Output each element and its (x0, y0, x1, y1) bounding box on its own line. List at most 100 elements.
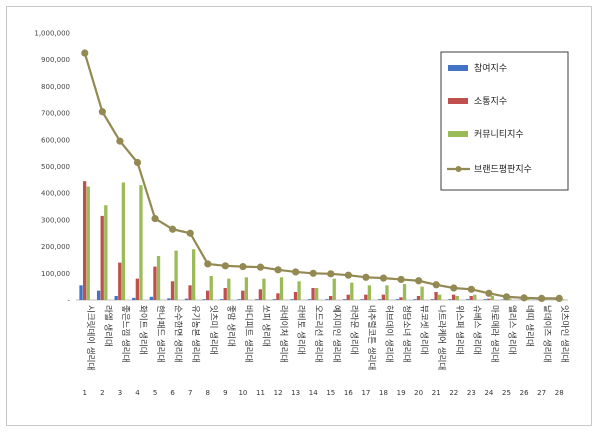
legend-box (440, 51, 569, 191)
bar-참여지수-3 (114, 295, 118, 300)
rank-label: 11 (256, 389, 265, 397)
y-tick-label: 600,000 (41, 136, 70, 144)
bar-소통지수-22 (451, 294, 456, 300)
series-line-brand-reputation (83, 52, 560, 300)
category-label: 화이트 생리대 (138, 305, 149, 355)
bar-커뮤니티지수-17 (367, 285, 372, 300)
category-label: 나트라케어 생리대 (436, 305, 447, 370)
category-label: 오드리선 생리대 (313, 305, 324, 362)
bar-참여지수-1 (79, 285, 83, 300)
bar-참여지수-10 (237, 299, 241, 300)
bar-소통지수-4 (135, 278, 139, 300)
rank-label: 28 (555, 389, 564, 397)
line-point-26 (520, 294, 528, 302)
bar-커뮤니티지수-26 (525, 298, 530, 300)
bar-참여지수-19 (395, 299, 399, 300)
rank-label: 12 (274, 389, 283, 397)
bar-참여지수-9 (219, 299, 224, 300)
bar-소통지수-2 (100, 215, 104, 300)
line-point-8 (204, 260, 212, 268)
line-point-17 (362, 273, 370, 281)
bar-참여지수-16 (342, 299, 347, 300)
bar-참여지수-24 (483, 299, 487, 300)
category-label: 유기농본 생리대 (190, 305, 201, 362)
rank-label: 7 (188, 389, 192, 397)
legend-label: 참여지수 (474, 62, 507, 74)
bar-커뮤니티지수-4 (139, 185, 143, 300)
bar-소통지수-5 (153, 266, 157, 300)
bar-커뮤니티지수-6 (174, 250, 178, 300)
bar-소통지수-10 (241, 290, 245, 300)
rank-label: 18 (379, 389, 388, 397)
bar-커뮤니티지수-28 (561, 299, 565, 300)
category-label: 내추럴코튼 생리대 (366, 305, 377, 370)
line-point-24 (485, 289, 493, 297)
bar-커뮤니티지수-11 (262, 278, 266, 300)
category-label: 위스퍼 생리대 (454, 305, 465, 355)
line-point-5 (151, 214, 159, 223)
bar-커뮤니티지수-3 (121, 182, 126, 300)
bar-커뮤니티지수-10 (244, 277, 249, 300)
bar-참여지수-15 (325, 299, 329, 300)
bar-참여지수-18 (378, 299, 382, 300)
bar-커뮤니티지수-13 (297, 281, 301, 300)
rank-label: 10 (238, 389, 247, 397)
bar-커뮤니티지수-20 (420, 286, 424, 300)
bar-참여지수-14 (307, 299, 312, 300)
rank-label: 2 (100, 389, 104, 397)
rank-label: 16 (344, 389, 353, 397)
y-tick-label: 900,000 (41, 56, 70, 64)
rank-label: 23 (467, 389, 476, 397)
y-tick-label: 300,000 (41, 216, 70, 224)
bar-커뮤니티지수-23 (473, 294, 477, 300)
category-label: 청담소녀 생리대 (401, 305, 412, 362)
bar-소통지수-20 (416, 295, 421, 300)
category-label: 좋은느낌 생리대 (120, 305, 131, 362)
category-label: 라비토 생리대 (296, 305, 307, 355)
y-tick-label: 800,000 (41, 83, 70, 91)
bar-소통지수-24 (487, 298, 491, 300)
line-point-14 (309, 269, 317, 277)
rank-label: 14 (309, 389, 318, 397)
line-point-20 (415, 277, 423, 285)
bar-소통지수-1 (82, 181, 87, 300)
legend-marker (455, 166, 462, 172)
legend-label: 브랜드평판지수 (474, 164, 532, 175)
category-label: 시크릿데이 생리대 (85, 305, 96, 370)
bar-커뮤니티지수-15 (332, 278, 336, 300)
rank-label: 24 (484, 389, 493, 397)
category-label: 좋맘 생리대 (225, 305, 236, 347)
category-label: 잇츠마인 생리대 (559, 305, 570, 362)
line-point-16 (344, 271, 352, 279)
line-point-23 (467, 285, 475, 293)
line-point-7 (186, 229, 194, 237)
rank-label: 15 (326, 389, 335, 397)
category-label: 허브데이 생리대 (384, 305, 395, 362)
rank-label: 4 (135, 389, 140, 397)
line-point-12 (274, 266, 282, 274)
bar-참여지수-23 (465, 299, 470, 300)
rank-label: 26 (520, 389, 529, 397)
line-point-9 (221, 262, 229, 270)
bar-소통지수-6 (170, 281, 175, 300)
bar-커뮤니티지수-14 (315, 287, 319, 300)
bar-커뮤니티지수-7 (192, 249, 196, 300)
line-point-21 (432, 281, 440, 289)
bar-소통지수-9 (223, 287, 227, 300)
line-point-3 (116, 137, 124, 145)
bar-소통지수-16 (346, 294, 350, 300)
bar-커뮤니티지수-9 (227, 278, 231, 300)
category-label: 슈베스 생리대 (471, 305, 482, 355)
rank-label: 13 (291, 389, 300, 397)
line-point-22 (450, 284, 458, 292)
rank-label: 3 (118, 389, 122, 397)
y-tick-label: 1,000,000 (34, 30, 70, 38)
category-label: 라엘 생리대 (102, 305, 113, 347)
line-point-28 (555, 294, 563, 302)
bar-커뮤니티지수-21 (438, 294, 442, 300)
bar-참여지수-11 (255, 299, 259, 300)
category-label: 뷰코셋 생리대 (419, 305, 430, 355)
category-label: 바디피트 생리대 (243, 305, 254, 362)
bar-참여지수-8 (202, 299, 206, 300)
